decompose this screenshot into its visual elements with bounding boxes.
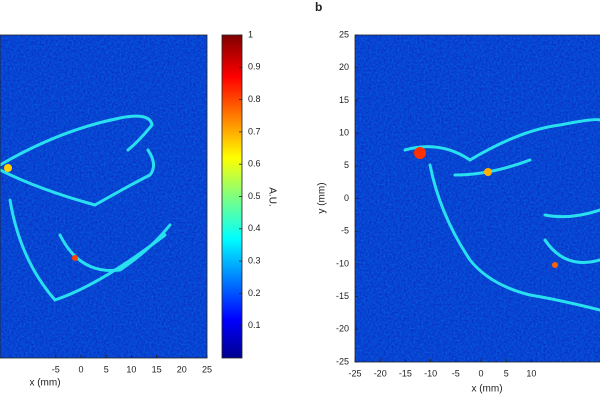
panel-label: b xyxy=(315,0,322,14)
colorbar-tick-label: 0.6 xyxy=(248,159,261,169)
x-tick-label: 0 xyxy=(78,364,83,374)
colorbar-tick-label: 0.8 xyxy=(248,94,261,104)
plot-frame xyxy=(0,34,208,359)
x-tick-label: 10 xyxy=(126,364,136,374)
y-tick-label: 5 xyxy=(344,160,349,170)
x-tick-label: 0 xyxy=(478,368,483,378)
colorbar-tick-label: 0.3 xyxy=(248,255,261,265)
colorbar-tick-label: 0.2 xyxy=(248,288,261,298)
x-axis-label: x (mm) xyxy=(29,378,60,389)
x-tick-label: -5 xyxy=(52,364,60,374)
x-tick-label: -20 xyxy=(374,368,387,378)
colorbar-tick-label: 0.5 xyxy=(248,191,261,201)
x-tick-label: 25 xyxy=(202,364,212,374)
x-tick-label: 20 xyxy=(177,364,187,374)
x-tick-label: -10 xyxy=(424,368,437,378)
y-tick-label: -15 xyxy=(336,291,349,301)
y-tick-label: 25 xyxy=(339,29,349,39)
y-tick-label: -5 xyxy=(341,226,349,236)
y-tick-label: 0 xyxy=(344,193,349,203)
colorbar-tick-label: 0.4 xyxy=(248,223,261,233)
colorbar-tick-label: 0.7 xyxy=(248,126,261,136)
x-tick-label: 10 xyxy=(526,368,536,378)
y-tick-label: 15 xyxy=(339,95,349,105)
x-tick-label: 15 xyxy=(152,364,162,374)
colorbar-tick-label: 0.9 xyxy=(248,62,261,72)
x-axis-label: x (mm) xyxy=(471,384,502,395)
y-tick-label: 10 xyxy=(339,127,349,137)
y-axis-label: y (mm) xyxy=(317,182,328,213)
y-tick-label: -20 xyxy=(336,324,349,334)
x-tick-label: -15 xyxy=(399,368,412,378)
colorbar-tick-label: 1 xyxy=(248,29,253,39)
y-tick-label: -10 xyxy=(336,258,349,268)
x-tick-label: -5 xyxy=(452,368,460,378)
heatmap-image xyxy=(355,35,600,362)
heatmap-image xyxy=(0,35,207,358)
x-tick-label: 5 xyxy=(504,368,509,378)
colorbar-label: A.U. xyxy=(266,187,277,206)
y-tick-label: -25 xyxy=(336,356,349,366)
x-tick-label: 5 xyxy=(104,364,109,374)
colorbar-tick-label: 0.1 xyxy=(248,320,261,330)
x-tick-label: -25 xyxy=(348,368,361,378)
y-tick-label: 20 xyxy=(339,62,349,72)
